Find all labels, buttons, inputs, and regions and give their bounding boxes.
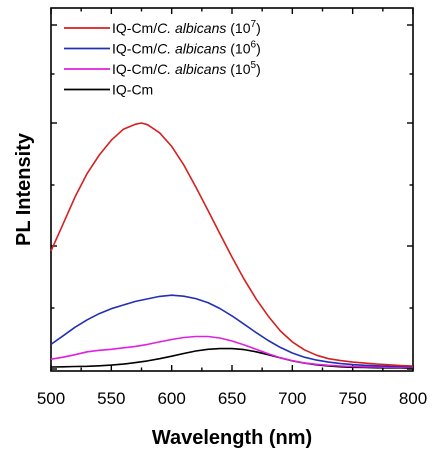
legend-label: IQ-Cm/C. albicans (107) (112, 19, 261, 36)
series-line-1 (50, 122, 414, 367)
x-tick-label: 600 (157, 389, 185, 408)
y-axis-title: PL Intensity (13, 132, 35, 246)
x-tick-label: 650 (218, 389, 246, 408)
x-tick-label: 500 (37, 389, 65, 408)
legend-label: IQ-Cm (112, 82, 153, 98)
x-tick-label: 550 (97, 389, 125, 408)
x-tick-label: 700 (278, 389, 306, 408)
legend-label: IQ-Cm/C. albicans (105) (112, 60, 261, 77)
x-tick-label: 800 (399, 389, 427, 408)
x-tick-label: 750 (338, 389, 366, 408)
legend: IQ-Cm/C. albicans (107) IQ-Cm/C. albicans… (64, 19, 261, 98)
legend-label: IQ-Cm/C. albicans (106) (112, 40, 261, 57)
series-line-2 (50, 294, 414, 368)
series-line-3 (50, 335, 413, 369)
x-tick-labels: 500 550 600 650 700 750 800 (37, 389, 427, 408)
x-axis-title: Wavelength (nm) (152, 427, 312, 449)
series-lines (50, 122, 414, 370)
